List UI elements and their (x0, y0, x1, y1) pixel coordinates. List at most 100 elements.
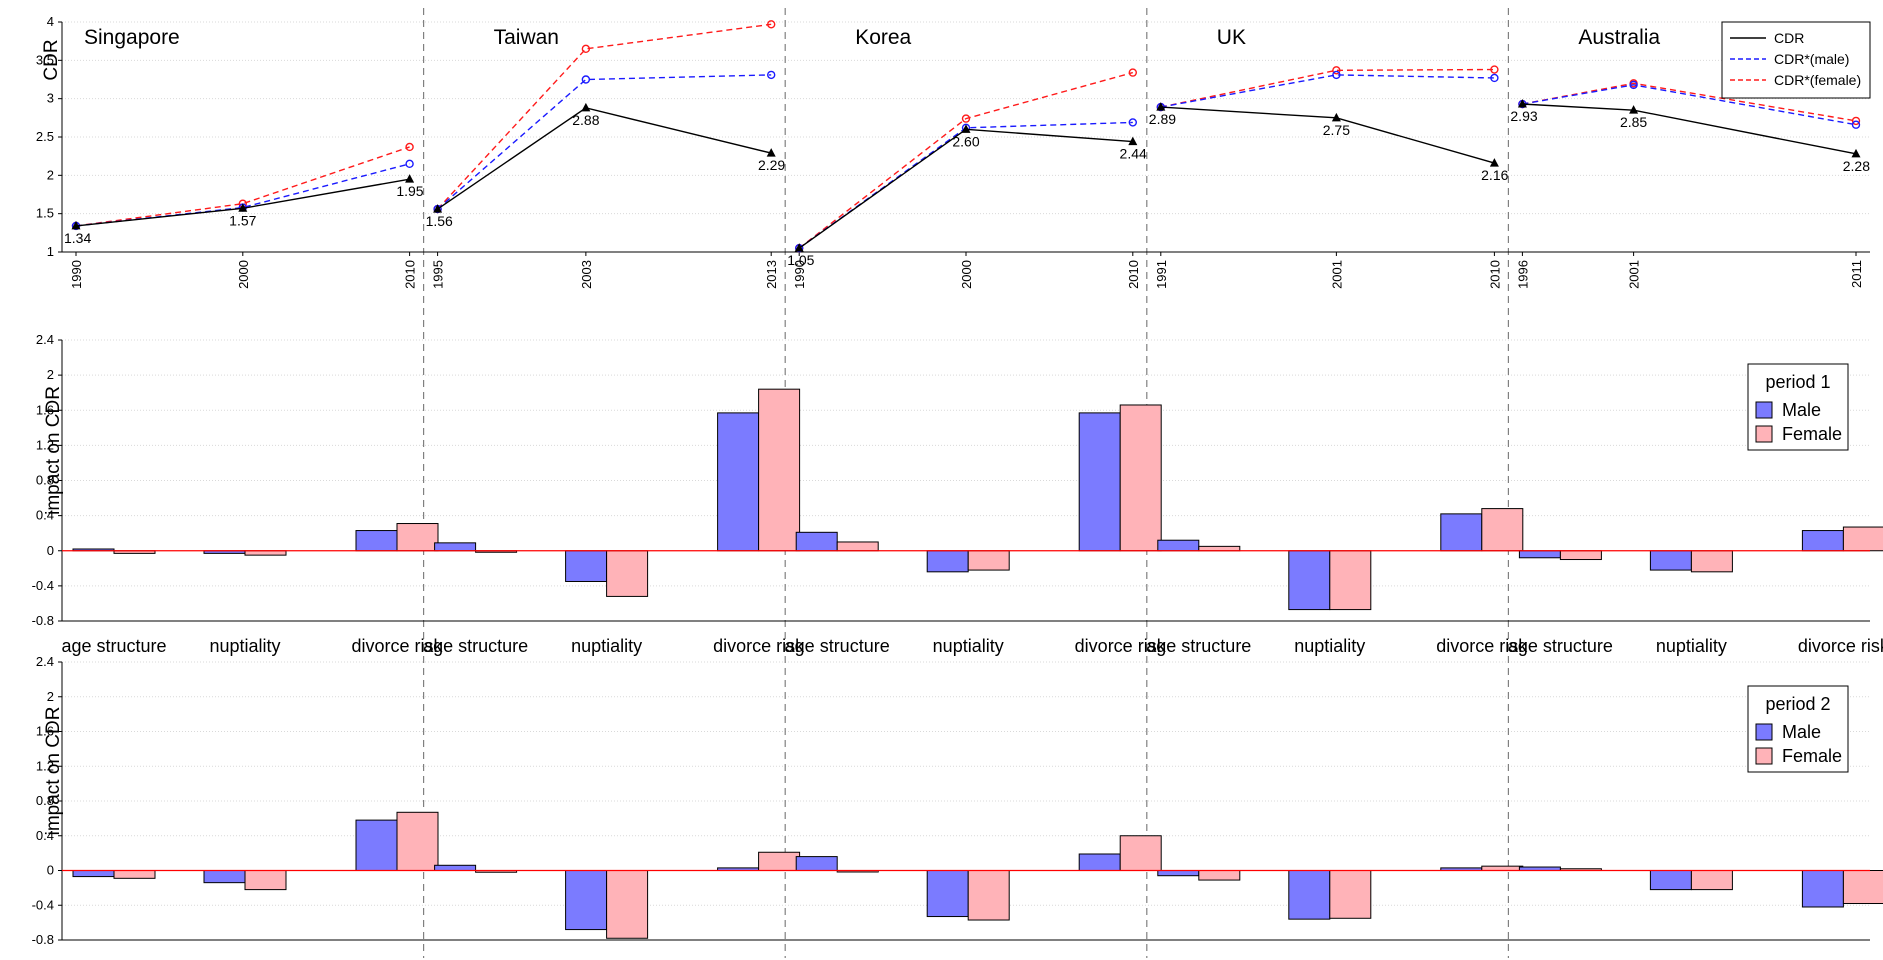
point-singapore-cdr-2010 (405, 174, 415, 183)
data-label-singapore-2010: 1.95 (396, 183, 423, 199)
category-label-singapore-nuptiality: nuptiality (209, 636, 280, 656)
bar-p2-taiwan-age-structure-male (434, 864, 477, 871)
bar-p1-taiwan-divorce-risk-female (758, 388, 801, 552)
point-singapore-male-2010 (405, 159, 414, 169)
point-taiwan-female-2003 (581, 44, 591, 54)
point-singapore-cdr-1990 (71, 220, 81, 230)
category-label-korea-age-structure: age structure (785, 636, 890, 656)
bar-p2-australia-nuptiality-male (1649, 870, 1692, 891)
point-uk-female-2001 (1332, 66, 1341, 75)
series-line-australia-cdr (1522, 103, 1857, 155)
bar-p2-australia-divorce-risk-male (1801, 870, 1844, 908)
ytick-label-cdr-2: 2 (47, 167, 54, 182)
bar-p1-australia-age-structure-male (1518, 550, 1561, 559)
grid-layer (62, 21, 1870, 941)
ytick-label-p2-2: 2 (47, 689, 54, 704)
y-axis-title-p2: impact on CDR (43, 707, 64, 836)
ytick-label-cdr-3: 3 (47, 91, 54, 106)
bar-p1-korea-divorce-risk-female (1119, 404, 1162, 552)
country-label-singapore: Singapore (84, 26, 180, 49)
point-australia-cdr-1996 (1517, 99, 1527, 108)
legend-title-p1: period 1 (1765, 372, 1830, 392)
bar-p2-korea-divorce-risk-male (1078, 853, 1121, 872)
bar-p1-australia-age-structure-female (1559, 550, 1602, 561)
data-label-taiwan-1995: 1.56 (426, 213, 453, 229)
category-label-singapore-age-structure: age structure (61, 636, 166, 656)
point-korea-male-2010 (1128, 118, 1138, 127)
xtick-label-korea-1990: 1990 (792, 260, 807, 289)
ytick-label-p2-0-8: -0.8 (32, 932, 54, 947)
data-label-singapore-2000: 1.57 (229, 212, 256, 228)
ytick-label-cdr-3-5: 3.5 (36, 52, 54, 67)
series-line-australia-female (1522, 82, 1857, 122)
bar-p2-uk-nuptiality-female (1329, 870, 1372, 919)
ytick-label-p2-0-8: 0.8 (36, 793, 54, 808)
xtick-label-taiwan-1995: 1995 (431, 260, 446, 289)
point-uk-cdr-2001 (1331, 112, 1341, 122)
xtick-label-taiwan-2013: 2013 (764, 260, 779, 289)
point-taiwan-male-2003 (581, 75, 591, 84)
category-label-uk-nuptiality: nuptiality (1294, 636, 1365, 656)
ytick-label-cdr-1-5: 1.5 (36, 206, 54, 221)
legend-swatch-p1-male (1755, 401, 1773, 419)
category-label-uk-age-structure: age structure (1146, 636, 1251, 656)
data-label-korea-2000: 2.60 (952, 133, 979, 149)
point-taiwan-cdr-1995 (433, 204, 443, 213)
point-australia-male-2011 (1851, 120, 1861, 129)
bar-p2-uk-divorce-risk-female (1481, 865, 1524, 871)
bar-p1-uk-divorce-risk-male (1440, 513, 1483, 552)
ytick-label-p2-0-4: -0.4 (32, 897, 54, 912)
category-label-korea-nuptiality: nuptiality (933, 636, 1004, 656)
bar-p1-korea-nuptiality-female (967, 550, 1010, 571)
point-uk-male-2010 (1490, 73, 1499, 83)
series-line-uk-male (1160, 74, 1495, 108)
point-korea-female-2010 (1128, 68, 1138, 77)
bar-p2-korea-divorce-risk-female (1119, 835, 1162, 871)
ytick-label-p2-1-2: 1.2 (36, 758, 54, 773)
ytick-label-p1-0: 0 (47, 543, 54, 558)
ytick-label-p2-2-4: 2.4 (36, 654, 54, 669)
ytick-label-p1-0-8: -0.8 (32, 613, 54, 628)
ytick-label-p1-0-4: -0.4 (32, 578, 54, 593)
point-taiwan-female-2013 (767, 20, 776, 29)
data-label-korea-1990: 1.05 (787, 252, 814, 268)
ytick-label-p1-1-6: 1.6 (36, 402, 54, 417)
bar-p1-korea-age-structure-male (795, 531, 838, 552)
bar-p2-singapore-nuptiality-male (203, 870, 246, 884)
ytick-label-cdr-1: 1 (47, 244, 54, 259)
bar-p1-uk-nuptiality-female (1329, 550, 1372, 611)
data-label-uk-2001: 2.75 (1323, 122, 1350, 138)
legend-label-cdr: CDR (1774, 30, 1804, 46)
xtick-label-uk-2001: 2001 (1329, 260, 1344, 289)
marks-layer (62, 20, 1883, 939)
bar-p1-australia-divorce-risk-female (1842, 526, 1883, 552)
bar-p1-korea-nuptiality-male (926, 550, 969, 573)
bar-p2-korea-nuptiality-female (967, 870, 1010, 921)
category-label-taiwan-age-structure: age structure (423, 636, 528, 656)
legend-swatch-p1-female (1755, 425, 1773, 443)
xtick-label-australia-1996: 1996 (1515, 260, 1530, 289)
legend-box-cdr (1721, 21, 1871, 99)
data-label-australia-2011: 2.28 (1843, 158, 1870, 174)
xtick-label-singapore-2010: 2010 (403, 260, 418, 289)
ytick-label-p1-2-4: 2.4 (36, 332, 54, 347)
bar-p2-uk-age-structure-female (1198, 870, 1241, 881)
bar-p1-australia-nuptiality-female (1690, 550, 1733, 573)
point-korea-cdr-1990 (794, 243, 804, 252)
xtick-label-uk-2010: 2010 (1487, 260, 1502, 289)
bar-p1-uk-age-structure-female (1198, 545, 1241, 552)
bar-p1-australia-nuptiality-male (1649, 550, 1692, 571)
series-line-singapore-female (75, 146, 410, 227)
legend-label-female: CDR*(female) (1774, 72, 1861, 88)
country-label-taiwan: Taiwan (494, 26, 559, 49)
xtick-label-uk-1991: 1991 (1154, 260, 1169, 289)
country-label-uk: UK (1217, 26, 1246, 49)
ytick-label-p1-2: 2 (47, 367, 54, 382)
data-label-singapore-1990: 1.34 (64, 230, 91, 246)
country-separators (423, 8, 1510, 958)
bar-p1-uk-age-structure-male (1157, 539, 1200, 552)
category-label-australia-divorce-risk: divorce risk (1798, 636, 1883, 656)
ytick-label-p2-0: 0 (47, 863, 54, 878)
bar-p1-taiwan-nuptiality-male (565, 550, 608, 582)
bar-p1-korea-age-structure-female (836, 541, 879, 552)
